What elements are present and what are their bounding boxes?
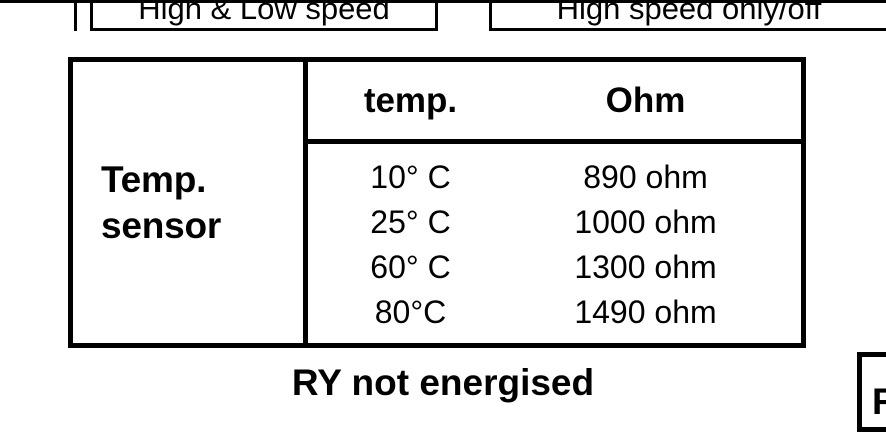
top-condition-row: High & Low speed High speed only/off	[0, 0, 886, 31]
table-row: 25° C 1000 ohm	[308, 200, 801, 245]
condition-box-label: High speed only/off	[556, 0, 822, 27]
condition-box-high-speed-only-off[interactable]: High speed only/off	[489, 0, 886, 31]
table-row: 60° C 1300 ohm	[308, 245, 801, 290]
column-header-ohm: Ohm	[605, 80, 686, 120]
temp-sensor-table: Temp. sensor temp. Ohm 10° C 890 ohm 25°…	[68, 57, 806, 348]
table-row: 80°C 1490 ohm	[308, 290, 801, 335]
condition-box-high-low-speed[interactable]: High & Low speed	[90, 0, 438, 31]
temp-sensor-values: temp. Ohm 10° C 890 ohm 25° C 1000 ohm 6…	[308, 62, 801, 343]
cell-ohm: 890 ohm	[583, 158, 708, 195]
cell-temp: 10° C	[370, 158, 451, 195]
relay-state-caption: RY not energised	[291, 362, 595, 403]
cell-temp: 25° C	[370, 203, 451, 240]
table-row: 10° C 890 ohm	[308, 155, 801, 200]
table-body: 10° C 890 ohm 25° C 1000 ohm 60° C 1300 …	[308, 144, 801, 343]
temp-sensor-row-header: Temp. sensor	[73, 62, 308, 343]
table-header-row: temp. Ohm	[308, 62, 801, 144]
horizontal-bus-line	[0, 0, 886, 3]
temp-sensor-row-header-line-1: Temp.	[101, 159, 207, 201]
cell-ohm: 1490 ohm	[574, 293, 717, 330]
top-row-connector-line	[74, 0, 77, 31]
relay-box-label: R	[872, 383, 886, 420]
column-header-temp: temp.	[363, 80, 458, 120]
cell-temp: 60° C	[370, 248, 451, 285]
temp-sensor-row-header-line-2: sensor	[101, 204, 222, 246]
condition-box-label: High & Low speed	[138, 0, 390, 27]
cell-ohm: 1000 ohm	[574, 203, 717, 240]
cell-temp: 80°C	[374, 293, 447, 330]
cell-ohm: 1300 ohm	[574, 248, 717, 285]
relay-box[interactable]: R	[857, 352, 886, 432]
